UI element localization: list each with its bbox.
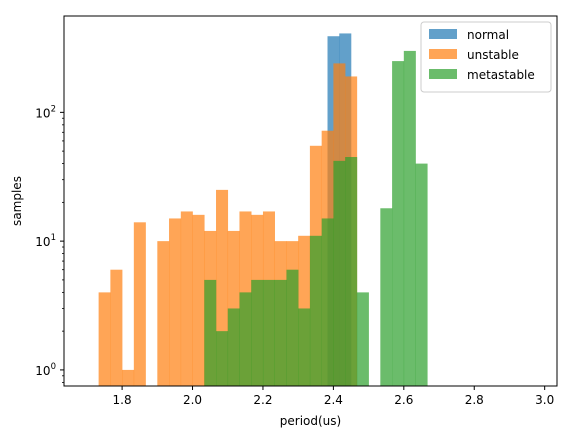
x-tick-label: 2.0 <box>183 393 202 407</box>
legend-label-normal: normal <box>467 28 509 42</box>
metastable-bar-0 <box>204 279 217 386</box>
metastable-bar-5 <box>262 279 275 386</box>
x-tick-label: 2.8 <box>465 393 484 407</box>
x-tick-label: 3.0 <box>535 393 554 407</box>
metastable-bar-11 <box>333 160 346 386</box>
metastable-bar-2 <box>227 308 240 386</box>
y-axis-ticks: 100 101 102 <box>35 104 64 383</box>
unstable-bar-3 <box>133 222 146 386</box>
legend-label-unstable: unstable <box>467 48 519 62</box>
x-tick-label: 2.2 <box>253 393 272 407</box>
x-axis-label: period(us) <box>280 414 341 428</box>
plot-frame <box>63 15 558 387</box>
metastable-bar-8 <box>298 308 311 386</box>
metastable-bar-13 <box>356 292 369 386</box>
legend-swatch-metastable <box>429 69 457 79</box>
metastable-bar-10 <box>321 218 334 386</box>
legend-swatch-unstable <box>429 49 457 59</box>
y-tick-label: 101 <box>35 233 56 249</box>
unstable-bar-5 <box>169 218 182 386</box>
metastable-bar-3 <box>239 292 252 386</box>
metastable-bar-6 <box>274 279 287 386</box>
unstable-bar-4 <box>157 241 170 386</box>
metastable-bar-7 <box>286 269 299 386</box>
metastable-bar-16 <box>403 50 416 386</box>
y-tick-label: 102 <box>35 104 56 120</box>
metastable-bar-9 <box>309 235 322 386</box>
legend-label-metastable: metastable <box>467 68 535 82</box>
x-tick-label: 2.6 <box>394 393 413 407</box>
plot-bars <box>98 33 428 386</box>
metastable-bar-14 <box>380 208 393 386</box>
metastable-bar-15 <box>392 61 405 386</box>
series-metastable <box>204 50 428 386</box>
metastable-bar-1 <box>216 331 229 386</box>
x-axis-ticks: 1.8 2.0 2.2 2.4 2.6 2.8 3.0 <box>113 386 554 407</box>
unstable-bar-0 <box>98 292 111 386</box>
metastable-bar-12 <box>345 157 358 386</box>
x-tick-label: 2.4 <box>324 393 343 407</box>
legend-swatch-normal <box>429 29 457 39</box>
y-axis-label: samples <box>10 176 24 226</box>
unstable-bar-1 <box>110 269 123 386</box>
x-tick-label: 1.8 <box>113 393 132 407</box>
unstable-bar-7 <box>192 214 205 386</box>
legend: normal unstable metastable <box>420 21 552 93</box>
metastable-bar-4 <box>251 279 264 386</box>
unstable-bar-2 <box>122 369 135 386</box>
y-tick-label: 100 <box>35 362 56 378</box>
unstable-bar-6 <box>180 211 193 386</box>
metastable-bar-17 <box>415 163 428 386</box>
